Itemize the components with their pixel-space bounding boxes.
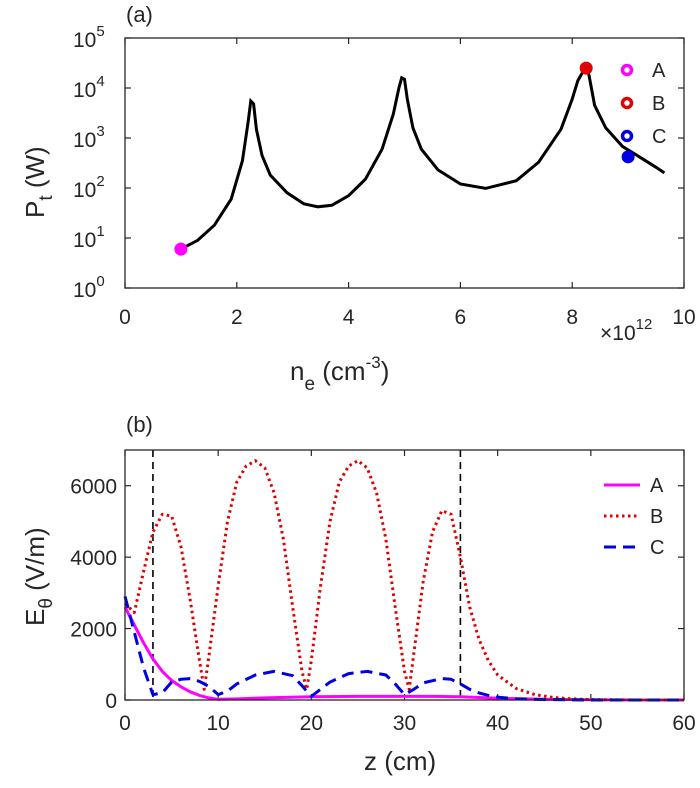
panel-b-vertical-lines bbox=[152, 450, 462, 700]
panel-a-y-tick-label: 102 bbox=[73, 173, 105, 202]
panel-a-curve bbox=[180, 65, 666, 251]
panel-a-legend-label-b: B bbox=[652, 93, 665, 115]
panel-a-x-tick-label: 2 bbox=[231, 306, 243, 329]
panel-a-y-tick-label: 104 bbox=[73, 73, 105, 102]
panel-b-y-ticks: 0 2000 4000 6000 bbox=[70, 476, 684, 713]
panel-a-legend-marker-c bbox=[620, 129, 634, 143]
panel-a-y-ticks: 100 101 102 103 104 105 bbox=[73, 23, 684, 302]
panel-a-x-axis-label: ne (cm-3) bbox=[290, 353, 389, 395]
panel-b-y-tick-label: 4000 bbox=[70, 547, 117, 570]
panel-b-x-ticks: 0 10 20 30 40 50 60 bbox=[119, 450, 696, 735]
panel-b-y-tick-label: 2000 bbox=[70, 619, 117, 642]
panel-b-x-tick-label: 30 bbox=[393, 712, 416, 735]
panel-a-point-a bbox=[174, 242, 188, 256]
panel-b-y-axis-label: Eθ (V/m) bbox=[20, 527, 57, 626]
panel-a-x-multiplier: ×1012 bbox=[600, 316, 652, 345]
panel-b-x-axis-label: z (cm) bbox=[364, 746, 436, 776]
panel-a-legend: ABC bbox=[620, 60, 666, 148]
panel-a: (a) 100 101 102 103 104 105 0 2 4 6 8 10 ABC ne (c… bbox=[20, 2, 696, 395]
panel-a-y-tick-label: 100 bbox=[73, 273, 105, 302]
panel-a-tag: (a) bbox=[126, 2, 153, 27]
panel-b-legend: ABC bbox=[604, 475, 664, 559]
panel-b: (b) 0 2000 4000 6000 0 10 20 30 40 50 60 ABC z (c… bbox=[20, 412, 696, 776]
panel-b-series-b bbox=[123, 459, 684, 702]
panel-a-legend-marker-b bbox=[620, 96, 634, 110]
panel-b-x-tick-label: 10 bbox=[206, 712, 229, 735]
panel-b-legend-label-a: A bbox=[650, 475, 664, 497]
panel-a-y-axis-label: Pt (W) bbox=[20, 146, 57, 218]
panel-a-markers bbox=[174, 61, 635, 256]
panel-a-point-c bbox=[621, 150, 635, 164]
panel-b-series-c bbox=[123, 596, 684, 702]
panel-b-x-tick-label: 20 bbox=[300, 712, 323, 735]
panel-a-y-tick-label: 105 bbox=[73, 23, 105, 52]
panel-b-series bbox=[123, 459, 684, 702]
panel-b-frame bbox=[124, 449, 685, 701]
panel-b-legend-label-b: B bbox=[650, 506, 663, 528]
panel-a-x-ticks: 0 2 4 6 8 10 bbox=[119, 38, 696, 329]
panel-b-x-tick-label: 40 bbox=[486, 712, 509, 735]
panel-b-tag: (b) bbox=[126, 412, 153, 437]
panel-a-x-tick-label: 4 bbox=[343, 306, 355, 329]
panel-a-y-tick-label: 103 bbox=[73, 123, 105, 152]
panel-a-point-b bbox=[579, 61, 593, 75]
panel-a-x-tick-label: 0 bbox=[119, 306, 131, 329]
panel-b-x-tick-label: 0 bbox=[119, 712, 131, 735]
panel-a-x-tick-label: 10 bbox=[672, 306, 695, 329]
panel-a-legend-label-a: A bbox=[652, 60, 666, 82]
panel-a-frame bbox=[124, 37, 685, 289]
panel-b-legend-label-c: C bbox=[650, 537, 664, 559]
panel-a-legend-marker-a bbox=[620, 63, 634, 77]
panel-a-y-tick-label: 101 bbox=[73, 223, 105, 252]
panel-b-x-tick-label: 60 bbox=[672, 712, 695, 735]
panel-a-legend-label-c: C bbox=[652, 126, 666, 148]
panel-b-y-tick-label: 0 bbox=[105, 690, 117, 713]
panel-b-y-tick-label: 6000 bbox=[70, 476, 117, 499]
panel-a-x-tick-label: 6 bbox=[455, 306, 467, 329]
panel-b-x-tick-label: 50 bbox=[579, 712, 602, 735]
panel-a-x-tick-label: 8 bbox=[566, 306, 578, 329]
